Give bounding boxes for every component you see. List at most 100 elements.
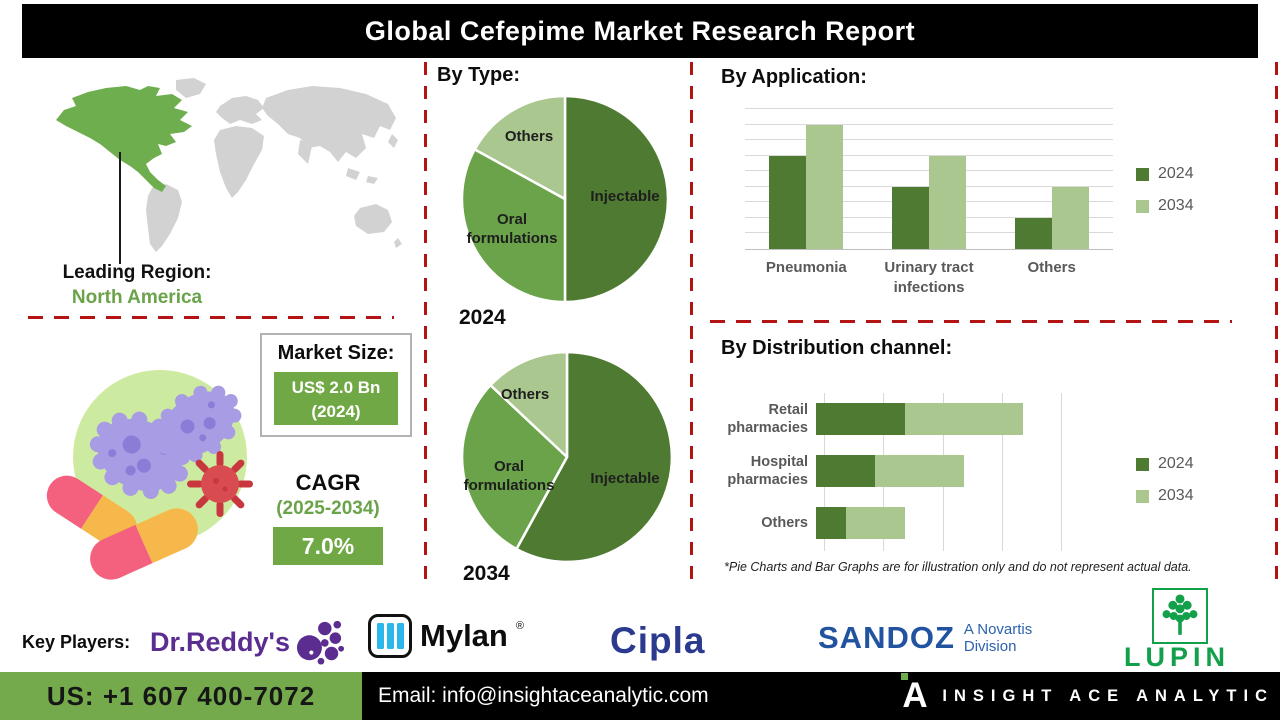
legend-label-2024: 2024 xyxy=(1158,165,1194,182)
pie-year-2034: 2034 xyxy=(463,562,510,585)
pie-slice-label: Injectable xyxy=(590,188,660,205)
europe-region xyxy=(216,96,264,124)
segment-retail-pharmacies-2024 xyxy=(816,403,905,435)
segment-hospital-pharmacies-2034 xyxy=(875,455,965,487)
leading-region-value: North America xyxy=(71,287,203,308)
market-size-amount: US$ 2.0 Bn xyxy=(291,378,381,397)
legend-label-2034: 2034 xyxy=(1158,487,1194,504)
leading-region-block: Leading Region: North America xyxy=(52,262,222,309)
segment-others-2034 xyxy=(845,507,905,539)
bar-pneumonia-2034 xyxy=(806,124,844,249)
world-map xyxy=(56,78,402,252)
pie-chart-2024 xyxy=(460,94,670,304)
map-callout-line xyxy=(119,152,121,264)
legend-swatch-2024 xyxy=(1136,457,1149,471)
logo-dr-reddys: Dr.Reddy's xyxy=(150,616,344,668)
bacteria-pills-illustration xyxy=(46,370,253,580)
new-zealand-region xyxy=(394,238,402,248)
application-plot xyxy=(745,108,1113,250)
lupin-icon xyxy=(1152,588,1208,644)
pie-slice-injectable xyxy=(563,94,670,304)
legend-swatch-2034 xyxy=(1136,199,1149,213)
pie-year-2024: 2024 xyxy=(459,306,506,329)
footer-phone: US: +1 607 400-7072 xyxy=(0,672,362,720)
pie-slice-label: Others xyxy=(500,386,550,403)
footer-bar: Email: info@insightaceanalytic.com A INS… xyxy=(362,672,1280,720)
mylan-wordmark: Mylan xyxy=(420,618,508,653)
sandoz-subtitle-line2: Division xyxy=(963,638,1017,655)
registered-mark-icon: ® xyxy=(515,620,524,632)
logo-cipla: Cipla xyxy=(610,620,705,662)
cagr-value: 7.0% xyxy=(273,527,383,565)
segment-retail-pharmacies-2034 xyxy=(904,403,1024,435)
distribution-bar xyxy=(816,507,905,539)
market-size-label: Market Size: xyxy=(277,342,395,364)
market-size-card: Market Size: US$ 2.0 Bn (2024) xyxy=(260,333,412,437)
legend-swatch-2024 xyxy=(1136,167,1149,181)
distribution-chart: Retail pharmacies Hospital pharmacies Othe… xyxy=(700,393,1180,553)
virus-icon xyxy=(187,451,253,517)
legend-swatch-2034 xyxy=(1136,489,1149,503)
logo-dot xyxy=(901,673,909,680)
bar-groups xyxy=(745,110,1113,249)
sandoz-wordmark: SANDOZ xyxy=(818,620,955,655)
brand-name: INSIGHT ACE ANALYTIC xyxy=(942,686,1274,705)
pie-chart-2034 xyxy=(460,350,674,564)
pie-slice-others xyxy=(489,350,569,459)
market-size-value: US$ 2.0 Bn (2024) xyxy=(274,372,398,425)
by-distribution-heading: By Distribution channel: xyxy=(721,337,953,359)
pie-slice-others xyxy=(473,94,567,201)
legend-item-2034: 2034 xyxy=(1136,487,1194,505)
capsule-pill-icon xyxy=(90,508,198,580)
pie-slice-label: Injectable xyxy=(590,470,660,487)
sandoz-subtitle: A Novartis Division xyxy=(964,621,1032,656)
key-players-label: Key Players: xyxy=(22,632,131,652)
gridline xyxy=(745,123,1113,125)
bar-pneumonia-2024 xyxy=(769,155,807,249)
legend-item-2024: 2024 xyxy=(1136,455,1194,473)
bar-others-2034 xyxy=(1051,186,1089,249)
north-america-region xyxy=(56,86,192,192)
lupin-wordmark: LUPIN xyxy=(1124,642,1230,672)
distribution-row: Others xyxy=(700,497,1180,549)
pie-slice-oral-formulations xyxy=(460,148,567,304)
pie-slice-oral-formulations xyxy=(460,383,569,551)
footer-email[interactable]: Email: info@insightaceanalytic.com xyxy=(378,684,709,707)
logo-mylan: Mylan ® xyxy=(368,614,524,658)
japan-region xyxy=(388,134,398,148)
distribution-category-label: Retail pharmacies xyxy=(727,401,808,436)
indonesia-region xyxy=(366,176,378,184)
distribution-category-label: Others xyxy=(761,514,808,531)
gridline xyxy=(745,108,1113,109)
insightace-logo-icon: A xyxy=(901,673,928,716)
bar-group-urinary-tract-infections xyxy=(868,110,991,249)
application-categories: Pneumonia Urinary tract infections Others xyxy=(745,258,1113,297)
bar-urinary-tract-infections-2024 xyxy=(892,186,929,249)
right-divider xyxy=(710,320,1232,323)
bar-group-pneumonia xyxy=(745,110,868,249)
africa-region xyxy=(214,126,264,198)
cagr-label: CAGR xyxy=(295,470,361,495)
distribution-legend: 2024 2034 xyxy=(1136,455,1194,519)
india-region xyxy=(298,140,312,164)
gridline xyxy=(745,154,1113,156)
distribution-rows: Retail pharmacies Hospital pharmacies Othe… xyxy=(700,393,1180,553)
application-legend: 2024 2034 xyxy=(1136,165,1194,229)
bar-others-2024 xyxy=(1014,217,1052,249)
cipla-wordmark: Cipla xyxy=(610,620,706,661)
gridline xyxy=(1061,393,1062,551)
logo-sandoz: SANDOZ A Novartis Division xyxy=(818,620,1032,656)
dr-reddys-icon xyxy=(296,620,344,665)
disclaimer-note: *Pie Charts and Bar Graphs are for illus… xyxy=(724,560,1192,574)
asia-region xyxy=(262,86,396,162)
footer-brand: A INSIGHT ACE ANALYTIC xyxy=(901,672,1274,720)
south-america-region xyxy=(146,184,182,252)
pie-slice-injectable xyxy=(515,350,674,564)
category-label: Pneumonia xyxy=(765,259,847,276)
segment-hospital-pharmacies-2024 xyxy=(816,455,876,487)
left-divider xyxy=(28,316,394,319)
legend-label-2034: 2034 xyxy=(1158,197,1194,214)
bar-urinary-tract-infections-2034 xyxy=(929,155,966,249)
distribution-row: Hospital pharmacies xyxy=(700,445,1180,497)
